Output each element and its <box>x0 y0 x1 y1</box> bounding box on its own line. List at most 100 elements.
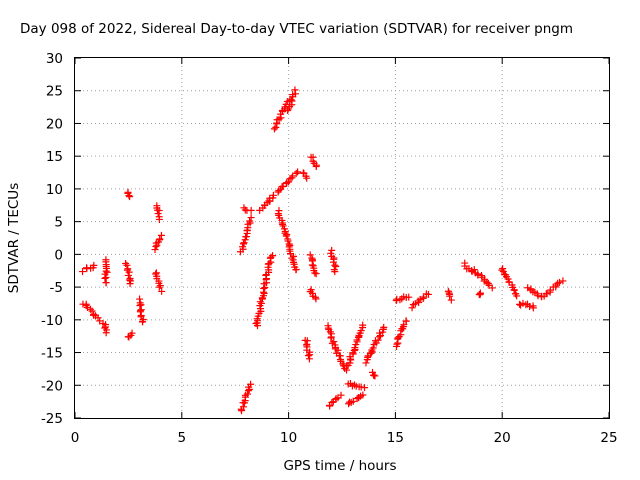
series-segment <box>124 188 134 201</box>
data-point <box>79 268 87 276</box>
data-point <box>88 307 96 315</box>
data-point <box>330 338 338 346</box>
y-axis-label: SDTVAR / TECUs <box>6 183 22 293</box>
data-point <box>156 282 164 290</box>
data-point <box>292 266 300 274</box>
data-point <box>126 193 134 201</box>
data-point <box>102 273 110 281</box>
data-point <box>546 286 554 294</box>
data-point <box>353 395 361 403</box>
data-point <box>269 252 277 260</box>
data-point <box>367 349 375 357</box>
series-segment <box>306 286 320 303</box>
data-point <box>288 174 296 182</box>
data-point <box>346 359 354 367</box>
data-point <box>270 125 278 133</box>
data-point <box>157 231 165 239</box>
data-point <box>510 286 518 294</box>
data-point <box>444 287 452 295</box>
data-point <box>405 293 413 301</box>
data-point <box>359 321 367 329</box>
data-point <box>352 382 360 390</box>
series-segment <box>326 391 345 410</box>
data-point <box>284 237 292 245</box>
data-point <box>247 206 255 214</box>
data-point <box>272 123 280 131</box>
data-point <box>400 321 408 329</box>
data-point <box>416 295 424 303</box>
series-segment <box>301 336 314 363</box>
data-point <box>498 266 506 274</box>
data-point <box>247 380 255 388</box>
series-segment <box>153 202 163 223</box>
data-point <box>243 390 251 398</box>
y-tick-label: 25 <box>46 84 63 100</box>
grid <box>75 58 609 418</box>
data-point <box>155 207 163 215</box>
data-point <box>499 265 507 273</box>
data-point <box>102 329 110 337</box>
data-point <box>312 270 320 278</box>
data-point <box>265 260 273 268</box>
series-segment <box>152 269 166 295</box>
data-point <box>158 287 166 295</box>
series-segment <box>345 391 367 408</box>
data-point <box>447 296 455 304</box>
data-point <box>242 233 250 241</box>
series-segment <box>362 323 388 367</box>
data-point <box>522 301 530 309</box>
data-point <box>136 302 144 310</box>
data-point <box>287 96 295 104</box>
series-segment <box>237 380 255 415</box>
data-point <box>359 391 367 399</box>
series-segment <box>408 290 432 312</box>
data-point <box>357 327 365 335</box>
data-point <box>331 261 339 269</box>
data-point <box>351 344 359 352</box>
series-segment <box>392 293 413 305</box>
y-tick-label: 5 <box>54 215 63 231</box>
data-point <box>90 261 98 269</box>
series-segment <box>538 277 567 301</box>
data-point <box>94 314 102 322</box>
series-segment <box>343 321 367 374</box>
data-point <box>306 251 314 259</box>
data-point <box>267 253 275 261</box>
x-tick-label: 10 <box>280 430 297 446</box>
data-point <box>393 340 401 348</box>
data-point <box>124 271 132 279</box>
data-point <box>304 352 312 360</box>
data-point <box>380 323 388 331</box>
data-point <box>151 246 159 254</box>
data-point <box>303 174 311 182</box>
data-point <box>156 235 164 243</box>
series-segment <box>461 259 476 276</box>
data-point <box>424 290 432 298</box>
data-point <box>556 278 564 286</box>
y-tick-label: 10 <box>46 182 63 198</box>
data-point <box>369 344 377 352</box>
data-point <box>337 391 345 399</box>
series-segment <box>79 300 104 325</box>
y-tick-labels: -25 -20 -15 -10 -5 0 5 10 15 20 25 30 <box>41 51 63 427</box>
data-point <box>125 268 133 276</box>
y-tick-label: -25 <box>41 411 63 427</box>
data-point <box>247 214 255 222</box>
series-segment <box>299 169 311 182</box>
data-point <box>155 215 163 223</box>
data-point <box>327 249 335 257</box>
data-point <box>312 163 320 171</box>
y-tick-label: -5 <box>50 280 63 296</box>
series-segment <box>324 322 349 372</box>
x-tick-label: 0 <box>71 430 80 446</box>
plot-frame <box>74 57 610 419</box>
data-point <box>349 397 357 405</box>
series-segment <box>498 265 521 300</box>
data-point <box>279 220 287 228</box>
data-point <box>288 254 296 262</box>
series-segment <box>306 251 320 278</box>
data-point <box>288 97 296 105</box>
x-tick-label: 20 <box>494 430 511 446</box>
series-segment <box>284 86 300 115</box>
series-segment <box>307 153 320 171</box>
